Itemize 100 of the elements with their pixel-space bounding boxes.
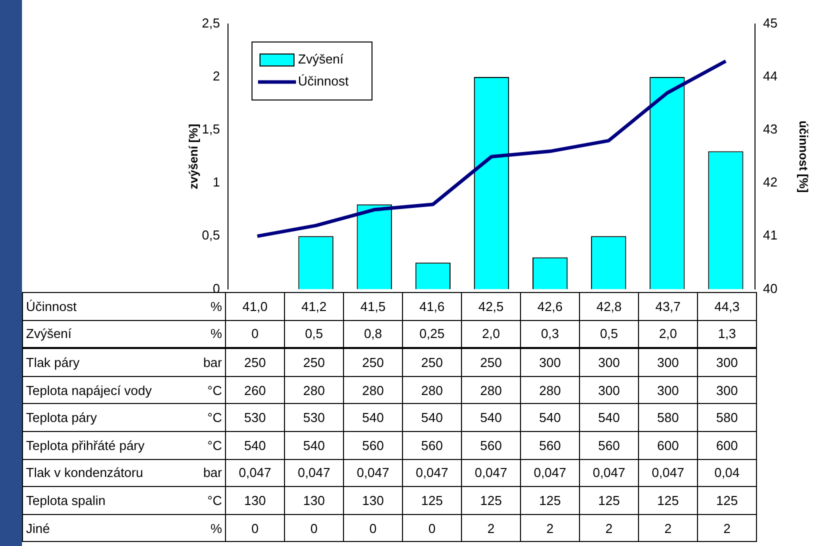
text: 0,047 xyxy=(462,459,520,487)
text: 250 xyxy=(402,348,462,376)
text: 0,047 xyxy=(226,459,284,487)
text: 580 xyxy=(698,404,756,432)
text: Teplota přihřáté páry xyxy=(22,431,189,460)
y-tick-label: 2,5 xyxy=(202,16,220,31)
text: 280 xyxy=(520,376,580,404)
text: 0 xyxy=(344,514,402,542)
text: °C xyxy=(189,376,226,404)
data-label: 0,3 xyxy=(520,320,580,348)
y2-tick-label: 40 xyxy=(763,280,778,296)
text: °C xyxy=(189,431,226,460)
text: °C xyxy=(189,486,226,514)
text: 600 xyxy=(698,431,756,460)
text: Účinnost xyxy=(26,298,77,314)
text: % xyxy=(189,320,226,348)
y2-tick-label: 45 xyxy=(763,16,778,31)
text: 260 xyxy=(226,376,284,404)
data-label: 2,0 xyxy=(462,320,520,348)
y2-axis-title: účinnost [%] xyxy=(796,120,810,193)
y2-tick-label: 42 xyxy=(763,174,778,190)
text: Tlak v kondenzátoru xyxy=(22,459,189,487)
text: 540 xyxy=(284,431,344,460)
legend-label: Účinnost xyxy=(298,74,349,89)
text: 300 xyxy=(698,376,756,404)
text: 125 xyxy=(698,486,756,514)
text: % xyxy=(210,298,222,314)
y-tick-label: 0,5 xyxy=(202,228,220,243)
text: 540 xyxy=(580,404,638,432)
text: 540 xyxy=(520,404,580,432)
text: 560 xyxy=(520,431,580,460)
text: 530 xyxy=(226,404,284,432)
y-tick-label: 1,5 xyxy=(202,122,220,137)
text: 540 xyxy=(462,404,520,432)
data-label: 41,6 xyxy=(402,292,462,320)
text: 280 xyxy=(402,376,462,404)
text: 250 xyxy=(226,348,284,376)
text: 0,047 xyxy=(520,459,580,487)
text: 250 xyxy=(344,348,402,376)
data-label: 0,5 xyxy=(580,320,638,348)
legend-label: Zvýšení xyxy=(298,52,344,67)
text: 2 xyxy=(698,514,756,542)
data-label: 0,5 xyxy=(284,320,344,348)
text: 125 xyxy=(580,486,638,514)
text: 300 xyxy=(698,348,756,376)
text: 280 xyxy=(284,376,344,404)
text: 0,047 xyxy=(344,459,402,487)
text: bar xyxy=(189,459,226,487)
text: 125 xyxy=(638,486,698,514)
y-tick-label: 2 xyxy=(212,68,220,84)
data-label: 42,6 xyxy=(520,292,580,320)
data-label: 0,25 xyxy=(402,320,462,348)
text: 280 xyxy=(462,376,520,404)
data-label: 41,2 xyxy=(284,292,344,320)
text: 0,047 xyxy=(580,459,638,487)
text: 2 xyxy=(580,514,638,542)
text: 0 xyxy=(284,514,344,542)
y-tick-label: 1 xyxy=(212,174,220,190)
text: Tlak páry xyxy=(22,348,189,376)
text: 125 xyxy=(402,486,462,514)
text: 130 xyxy=(226,486,284,514)
text: 300 xyxy=(520,348,580,376)
data-label: 43,7 xyxy=(638,292,698,320)
text: 125 xyxy=(462,486,520,514)
y2-tick-label: 44 xyxy=(763,68,778,84)
text: 560 xyxy=(580,431,638,460)
text: 250 xyxy=(462,348,520,376)
text: 130 xyxy=(344,486,402,514)
text: 540 xyxy=(402,404,462,432)
y-axis-title: zvýšení [%] xyxy=(186,124,201,190)
y2-tick-label: 43 xyxy=(763,122,778,137)
text: 530 xyxy=(284,404,344,432)
text: 540 xyxy=(344,404,402,432)
text: Zvýšení xyxy=(26,326,72,342)
text: 2 xyxy=(638,514,698,542)
text: 300 xyxy=(638,348,698,376)
text: Teplota spalin xyxy=(22,486,189,514)
text: Teplota napájecí vody xyxy=(22,376,189,404)
text: Teplota páry xyxy=(22,404,189,432)
text: 125 xyxy=(520,486,580,514)
text: 0,04 xyxy=(698,459,756,487)
data-label: 42,5 xyxy=(462,292,520,320)
data-label: 41,0 xyxy=(226,292,284,320)
text: 560 xyxy=(402,431,462,460)
data-label: 0,8 xyxy=(344,320,402,348)
text: 540 xyxy=(226,431,284,460)
text: 300 xyxy=(638,376,698,404)
text: °C xyxy=(189,404,226,432)
text: 560 xyxy=(462,431,520,460)
data-label: 44,3 xyxy=(698,292,756,320)
text: 300 xyxy=(580,348,638,376)
text: 560 xyxy=(344,431,402,460)
data-label: 1,3 xyxy=(698,320,756,348)
text: 130 xyxy=(284,486,344,514)
text: 600 xyxy=(638,431,698,460)
text: 280 xyxy=(344,376,402,404)
data-label: 2,0 xyxy=(638,320,698,348)
y2-tick-label: 41 xyxy=(763,228,778,243)
text: 2 xyxy=(462,514,520,542)
text: 2 xyxy=(520,514,580,542)
